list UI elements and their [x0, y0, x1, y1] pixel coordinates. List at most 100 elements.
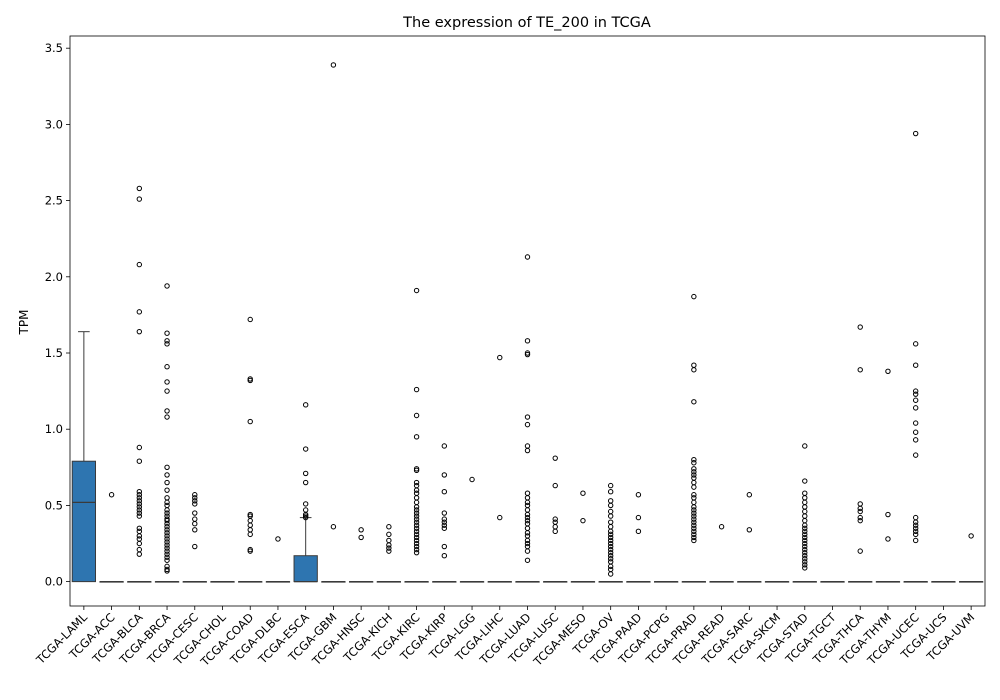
outlier-point	[746, 492, 753, 498]
outlier-point	[691, 516, 697, 522]
outlier-point	[691, 528, 697, 535]
outlier-point	[607, 549, 614, 556]
outlier-point	[164, 551, 170, 557]
outlier-point	[912, 391, 919, 397]
outlier-point	[302, 479, 309, 486]
outlier-point	[802, 528, 808, 535]
outlier-point	[802, 562, 808, 568]
outlier-point	[164, 330, 170, 336]
outlier-point	[136, 196, 143, 202]
outlier-point	[857, 367, 863, 373]
outlier-point	[302, 501, 309, 507]
outlier-point	[386, 545, 392, 551]
outlier-point	[607, 498, 614, 504]
outlier-point	[691, 499, 697, 506]
outlier-point	[524, 543, 531, 550]
outlier-point	[358, 527, 364, 533]
outlier-point	[802, 543, 808, 550]
outlier-point	[607, 531, 614, 538]
outlier-point	[912, 537, 919, 544]
outlier-point	[857, 548, 863, 554]
outlier-point	[247, 548, 253, 554]
outlier-point	[330, 524, 337, 530]
outlier-point	[386, 542, 392, 548]
outlier-point	[441, 553, 448, 559]
outlier-point	[802, 495, 808, 501]
outlier-point	[413, 543, 420, 550]
outlier-point	[164, 499, 170, 506]
outlier-point	[912, 531, 919, 538]
outlier-point	[136, 261, 143, 268]
outlier-point	[691, 479, 697, 486]
outlier-point	[691, 472, 697, 478]
outlier-point	[275, 536, 281, 542]
outlier-point	[524, 351, 531, 358]
outlier-point	[552, 528, 558, 535]
outlier-point	[524, 421, 531, 428]
outlier-point	[192, 492, 198, 498]
box-group	[238, 316, 263, 583]
box-group	[293, 402, 318, 583]
outlier-point	[192, 495, 198, 501]
outlier-point	[691, 534, 697, 541]
y-axis-label: TPM	[17, 310, 31, 336]
outlier-point	[413, 507, 420, 513]
outlier-point	[386, 524, 392, 530]
outlier-point	[607, 543, 614, 550]
outlier-point	[136, 458, 143, 464]
box-group	[515, 254, 540, 583]
outlier-point	[524, 514, 531, 521]
outlier-point	[691, 510, 697, 516]
outlier-point	[635, 492, 642, 498]
outlier-point	[691, 484, 697, 490]
x-axis: TCGA-LAMLTCGA-ACCTCGA-BLCATCGA-BRCATCGA-…	[33, 606, 977, 669]
box-group	[543, 455, 568, 583]
outlier-point	[607, 524, 614, 530]
outlier-point	[302, 514, 309, 521]
box-group	[321, 62, 346, 583]
outlier-point	[136, 540, 143, 547]
outlier-point	[691, 293, 697, 300]
outlier-point	[136, 513, 143, 519]
y-tick-label: 3.0	[45, 117, 63, 131]
y-tick-label: 0.5	[45, 498, 63, 512]
outlier-point	[524, 540, 531, 547]
box-group	[681, 293, 707, 583]
outlier-point	[413, 519, 420, 525]
outlier-point	[912, 362, 919, 368]
outlier-point	[580, 490, 586, 496]
outlier-point	[413, 499, 420, 506]
outlier-point	[912, 519, 919, 525]
outlier-point	[607, 519, 614, 525]
outlier-point	[802, 508, 808, 515]
outlier-point	[580, 517, 586, 524]
outlier-point	[802, 559, 808, 565]
outlier-point	[136, 488, 143, 495]
outlier-point	[413, 546, 420, 553]
outlier-point	[413, 510, 420, 516]
outlier-point	[164, 479, 170, 486]
outlier-point	[192, 516, 198, 522]
outlier-point	[136, 510, 143, 516]
outlier-point	[607, 546, 614, 553]
outlier-point	[912, 405, 919, 411]
outlier-point	[524, 537, 531, 544]
outlier-point	[691, 504, 697, 510]
outlier-point	[247, 527, 253, 533]
outlier-point	[413, 513, 420, 519]
outlier-point	[524, 447, 531, 454]
outlier-point	[912, 397, 919, 403]
outlier-point	[164, 379, 170, 385]
box-group	[432, 443, 457, 583]
outlier-point	[912, 130, 919, 137]
outlier-point	[691, 531, 697, 538]
outlier-point	[164, 341, 170, 347]
box-group	[127, 185, 152, 583]
outlier-point	[441, 525, 448, 531]
outlier-point	[607, 540, 614, 547]
outlier-point	[164, 533, 170, 539]
outlier-point	[164, 414, 170, 420]
outlier-point	[136, 536, 143, 542]
outlier-point	[441, 543, 448, 550]
